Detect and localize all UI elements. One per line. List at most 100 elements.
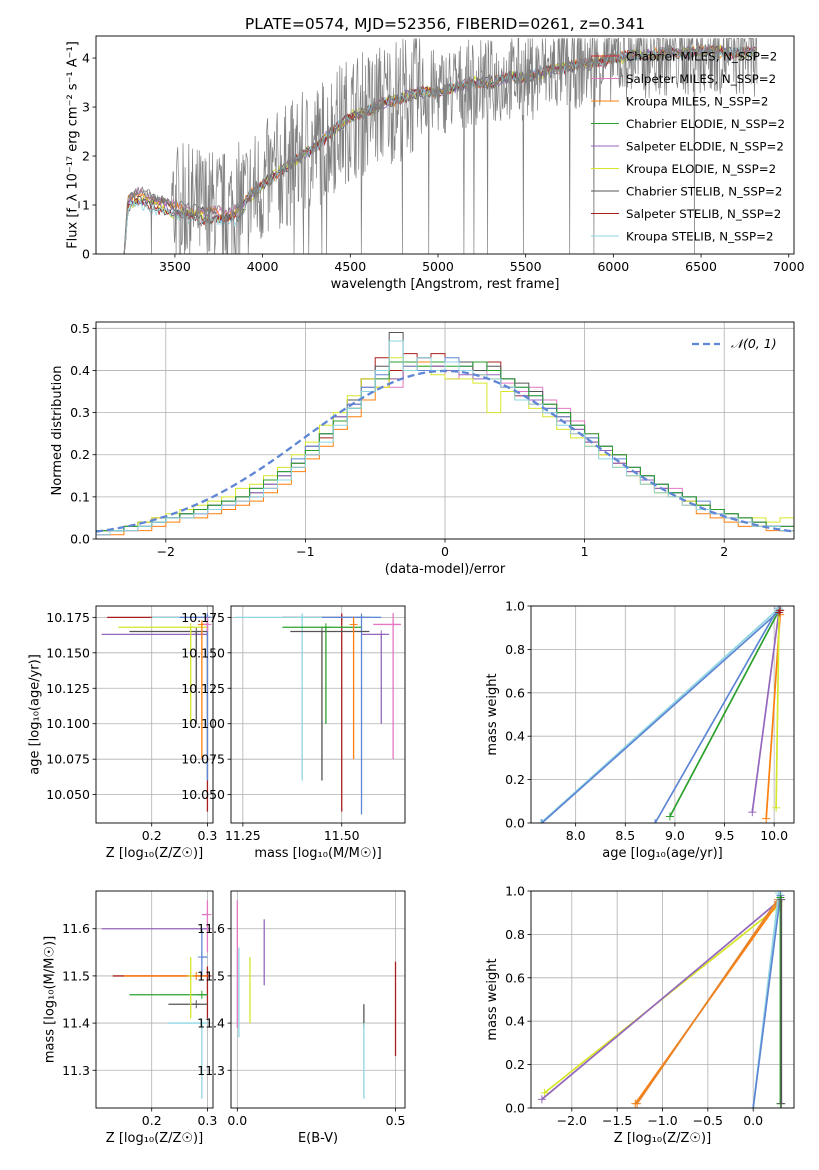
axes-frame — [95, 35, 795, 255]
x-tick-label: −0.5 — [693, 1113, 723, 1128]
plot-area — [536, 606, 785, 823]
axes-frame — [530, 890, 795, 1109]
weight-line — [654, 607, 779, 823]
y-tick-label: 10.125 — [46, 681, 90, 696]
grid — [231, 891, 405, 1108]
weight-line — [541, 609, 781, 823]
y-tick-label: 10.075 — [181, 752, 225, 767]
weight-series — [537, 897, 782, 1104]
y-tick-label: 0.8 — [505, 927, 525, 942]
legend-label: Chabrier MILES, N_SSP=2 — [626, 50, 777, 64]
x-axis-label: Z [log₁₀(Z/Z☉)] — [106, 846, 203, 861]
x-tick-label: −2 — [157, 544, 175, 559]
y-tick-label: 0.4 — [70, 363, 90, 378]
x-tick-label: 8.5 — [615, 828, 635, 843]
grid — [231, 606, 405, 823]
grid — [96, 891, 213, 1108]
y-tick-label: 1 — [82, 198, 90, 213]
x-axis-label: mass [log₁₀(M/M☉)] — [254, 846, 381, 861]
x-tick-label: −2.0 — [557, 1113, 587, 1128]
axes: 0.2 0.3 10.050 10.075 10.100 10.125 10.150 10.1… — [27, 605, 217, 861]
panel-age-vs-Z: 0.2 0.3 10.050 10.075 10.100 10.125 10.150 10.1… — [27, 605, 217, 861]
weight-series — [537, 606, 785, 823]
legend-label: Chabrier ELODIE, N_SSP=2 — [626, 117, 785, 131]
y-tick-label: 0.6 — [505, 970, 525, 985]
x-tick-label: 0.2 — [142, 828, 162, 843]
legend-label: Salpeter ELODIE, N_SSP=2 — [626, 140, 784, 154]
panel-weight-vs-Z: −2.0 −1.5 −1.0 −0.5 0.0 0.0 0.2 0.4 0.6 0.8 1.0 Z [… — [485, 884, 795, 1146]
x-tick-label: −1.5 — [602, 1113, 632, 1128]
axes: 8.0 8.5 9.0 9.5 10.0 0.0 0.2 0.4 0.6 0.8 1.0 age [l… — [485, 599, 795, 861]
y-tick-label: 2 — [82, 149, 90, 164]
weight-series — [775, 606, 785, 617]
y-tick-label: 10.150 — [46, 645, 90, 660]
x-tick-label: 10.0 — [760, 828, 788, 843]
y-tick-label: 0.4 — [505, 729, 525, 744]
axes: 3500 4000 4500 5000 5500 6000 6500 7000 0 1 2 3 4 wav… — [65, 35, 805, 292]
y-tick-label: 11.5 — [197, 968, 225, 983]
errorbar-point — [282, 623, 362, 724]
y-tick-label: 10.175 — [181, 610, 225, 625]
errorbar-point — [129, 990, 208, 999]
axes-frame — [230, 605, 406, 824]
y-tick-label: 10.100 — [46, 716, 90, 731]
normal-curve — [96, 369, 794, 533]
x-tick-label: 9.5 — [715, 828, 735, 843]
legend-label: 𝒩(0, 1) — [731, 336, 777, 351]
y-tick-label: 10.100 — [181, 716, 225, 731]
y-tick-label: 0.6 — [505, 685, 525, 700]
legend-label: Kroupa STELIB, N_SSP=2 — [626, 230, 773, 244]
errorbar-point — [101, 924, 212, 933]
y-tick-label: 11.5 — [62, 968, 90, 983]
errorbar-point — [123, 971, 208, 980]
x-tick-label: 0.5 — [386, 1113, 406, 1128]
y-tick-label: 0.5 — [70, 321, 90, 336]
x-tick-label: 0 — [441, 544, 449, 559]
y-tick-label: 11.6 — [197, 921, 225, 936]
x-tick-label: 11.25 — [225, 828, 261, 843]
plot-area — [123, 37, 758, 254]
legend-label: Salpeter MILES, N_SSP=2 — [626, 72, 776, 86]
y-tick-label: 10.050 — [181, 787, 225, 802]
y-tick-label: 0.2 — [505, 1057, 525, 1072]
x-tick-label: 4000 — [247, 259, 279, 274]
y-axis-label: age [log₁₀(age/yr)] — [27, 654, 42, 775]
y-tick-label: 11.4 — [197, 1016, 225, 1031]
y-tick-label: 4 — [82, 51, 90, 66]
x-axis-label: (data-model)/error — [385, 562, 506, 577]
x-axis-label: E(B-V) — [298, 1131, 338, 1146]
errorbar-point — [197, 928, 208, 976]
weight-line — [775, 610, 780, 808]
errorbar-point — [361, 630, 390, 724]
y-tick-label: 0.4 — [505, 1014, 525, 1029]
errorbar-point — [234, 613, 382, 781]
x-axis-label: wavelength [Angstrom, rest frame] — [331, 277, 560, 292]
y-tick-label: 0.0 — [505, 1101, 525, 1116]
y-tick-label: 0.2 — [70, 447, 90, 462]
errorbar-point — [118, 623, 208, 724]
y-tick-label: 0.3 — [70, 405, 90, 420]
legend-label: Kroupa MILES, N_SSP=2 — [626, 95, 768, 109]
weight-line — [752, 895, 782, 1108]
x-tick-label: 3500 — [159, 259, 191, 274]
legend-label: Chabrier STELIB, N_SSP=2 — [626, 185, 782, 199]
weight-series — [651, 606, 783, 823]
y-axis-label: mass weight — [485, 958, 500, 1040]
model-line — [123, 43, 758, 254]
errorbar-point — [321, 613, 382, 815]
x-tick-label: 8.0 — [566, 828, 586, 843]
axes-frame — [95, 605, 214, 824]
panel-spectrum: 3500 4000 4500 5000 5500 6000 6500 7000 0 1 2 3 4 wav… — [65, 35, 805, 292]
x-tick-label: 9.0 — [665, 828, 685, 843]
errorbar-point — [168, 1000, 208, 1009]
panel-weight-vs-age: 8.0 8.5 9.0 9.5 10.0 0.0 0.2 0.4 0.6 0.8 1.0 age [l… — [485, 599, 795, 861]
panel-age-vs-mass: 11.25 11.50 10.050 10.075 10.100 10.125 10.150… — [181, 605, 406, 861]
y-tick-label: 10.050 — [46, 787, 90, 802]
x-tick-label: 0.3 — [197, 828, 217, 843]
x-tick-label: 5500 — [510, 259, 542, 274]
x-tick-label: 11.50 — [324, 828, 360, 843]
spectrum-legend: Chabrier MILES, N_SSP=2 Salpeter MILES, N… — [591, 50, 785, 244]
y-tick-label: 3 — [82, 100, 90, 115]
y-tick-label: 0.1 — [70, 489, 90, 504]
